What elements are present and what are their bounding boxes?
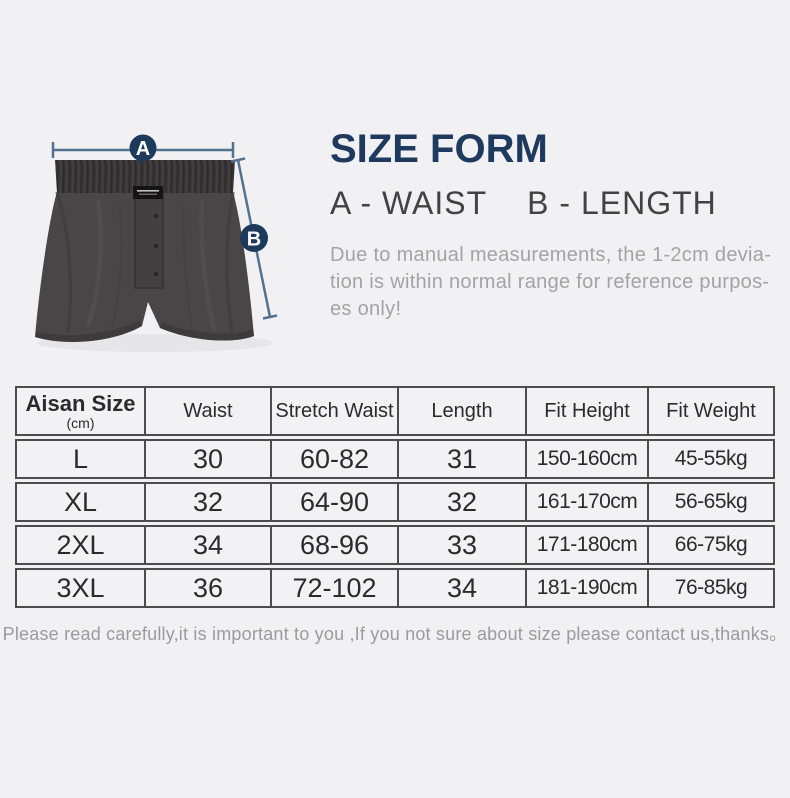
size-cell: 2XL bbox=[56, 529, 105, 560]
measure-legend: A - WAIST B - LENGTH bbox=[330, 185, 780, 222]
measure-label-a: A bbox=[136, 138, 150, 160]
size-cell: L bbox=[72, 443, 89, 474]
legend-a-waist: A - WAIST bbox=[330, 185, 488, 221]
measurement-disclaimer: Due to manual measurements, the 1-2cm de… bbox=[330, 242, 780, 323]
stretch-waist-cell: 60-82 bbox=[270, 441, 397, 477]
header-cell-fit-weight: Fit Weight bbox=[647, 388, 773, 434]
brand-tag bbox=[133, 186, 163, 199]
header-cell-fit-height: Fit Height bbox=[525, 388, 647, 434]
fit-weight-cell: 66-75kg bbox=[647, 527, 773, 563]
disclaimer-line-2: tion is within normal range for referenc… bbox=[330, 271, 770, 293]
header-cell-length: Length bbox=[397, 388, 525, 434]
stretch-waist-cell: 72-102 bbox=[270, 570, 397, 606]
length-cell: 31 bbox=[397, 441, 525, 477]
page-title: SIZE FORM bbox=[330, 127, 548, 171]
waist-cell: 32 bbox=[144, 484, 270, 520]
length-cell: 34 bbox=[397, 570, 525, 606]
waist-cell: 34 bbox=[144, 527, 270, 563]
header-cell-stretch-waist: Stretch Waist bbox=[270, 388, 397, 434]
legend-b-length: B - LENGTH bbox=[527, 185, 717, 221]
table-header-row: Aisan Size (cm) Waist Stretch Waist Leng… bbox=[15, 386, 775, 436]
fit-height-cell: 150-160cm bbox=[525, 441, 647, 477]
fit-weight-cell: 56-65kg bbox=[647, 484, 773, 520]
header-size-unit: (cm) bbox=[66, 414, 95, 431]
size-cell: XL bbox=[63, 486, 98, 517]
disclaimer-line-3: es only! bbox=[330, 298, 402, 320]
footer-warning-note: Please read carefully,it is important to… bbox=[2, 624, 788, 644]
fit-height-cell: 161-170cm bbox=[525, 484, 647, 520]
shorts-waistband bbox=[55, 160, 235, 193]
length-cell: 32 bbox=[397, 484, 525, 520]
header-cell-size: Aisan Size (cm) bbox=[17, 388, 144, 434]
shorts-placket bbox=[134, 191, 164, 289]
fit-weight-cell: 45-55kg bbox=[647, 441, 773, 477]
stretch-waist-cell: 68-96 bbox=[270, 527, 397, 563]
table-row-l: L 30 60-82 31 150-160cm 45-55kg bbox=[15, 439, 775, 479]
table-row-3xl: 3XL 36 72-102 34 181-190cm 76-85kg bbox=[15, 568, 775, 608]
fit-height-cell: 181-190cm bbox=[525, 570, 647, 606]
size-cell: 3XL bbox=[56, 572, 105, 603]
fit-height-cell: 171-180cm bbox=[525, 527, 647, 563]
disclaimer-line-1: Due to manual measurements, the 1-2cm de… bbox=[330, 244, 772, 266]
header-block: SIZE FORM A - WAIST B - LENGTH Due to man… bbox=[330, 128, 780, 323]
stretch-waist-cell: 64-90 bbox=[270, 484, 397, 520]
product-measure-diagram: A B bbox=[20, 130, 320, 362]
measure-badge-b: B bbox=[240, 224, 268, 252]
size-table: Aisan Size (cm) Waist Stretch Waist Leng… bbox=[15, 386, 775, 611]
waist-cell: 36 bbox=[144, 570, 270, 606]
measure-badge-a: A bbox=[129, 134, 157, 162]
measure-label-b: B bbox=[247, 229, 261, 251]
table-row-xl: XL 32 64-90 32 161-170cm 56-65kg bbox=[15, 482, 775, 522]
header-size-title: Aisan Size bbox=[25, 390, 136, 416]
waist-cell: 30 bbox=[144, 441, 270, 477]
boxer-shorts-illustration: A B bbox=[35, 134, 278, 352]
fit-weight-cell: 76-85kg bbox=[647, 570, 773, 606]
header-cell-waist: Waist bbox=[144, 388, 270, 434]
table-row-2xl: 2XL 34 68-96 33 171-180cm 66-75kg bbox=[15, 525, 775, 565]
length-cell: 33 bbox=[397, 527, 525, 563]
